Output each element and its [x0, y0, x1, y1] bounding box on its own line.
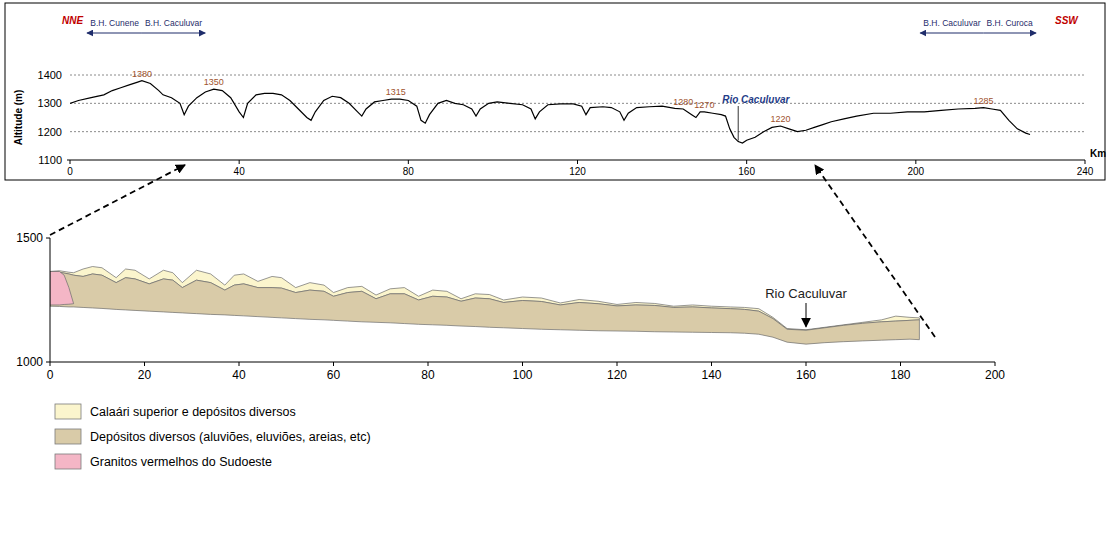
- basin-arrow: [984, 32, 1037, 33]
- grid-line: [70, 131, 1085, 132]
- axis-title: Km: [1090, 148, 1106, 159]
- tick-mark: [746, 160, 747, 164]
- layer: [50, 271, 919, 344]
- legend-label: Depósitos diversos (aluviões, eluviões, …: [90, 430, 371, 444]
- tick-label: 0: [67, 166, 73, 177]
- y-axis: [50, 238, 51, 362]
- grid-line: [70, 103, 1085, 104]
- peak-label: 1380: [132, 69, 152, 79]
- tick-label: 80: [421, 368, 435, 382]
- direction-label: SSW: [1055, 15, 1079, 26]
- tick-label: 40: [232, 368, 246, 382]
- tick-label: 1000: [16, 355, 43, 369]
- tick-mark: [1085, 160, 1086, 164]
- tick-label: 1300: [38, 97, 62, 109]
- basin-arrow: [87, 32, 142, 33]
- legend-swatch: [55, 404, 81, 419]
- tick-mark: [144, 362, 145, 366]
- plot-area: [70, 81, 1030, 143]
- legend-label: Granitos vermelhos do Sudoeste: [90, 455, 272, 469]
- peak-label: 1315: [386, 87, 406, 97]
- tick-label: 1200: [38, 126, 62, 138]
- tick-mark: [995, 362, 996, 366]
- river-leader: [738, 106, 739, 141]
- tick-mark: [46, 238, 50, 239]
- tick-label: 1500: [16, 231, 43, 245]
- tick-mark: [239, 160, 240, 164]
- elevation-profile: [70, 81, 1030, 143]
- tick-label: 240: [1077, 166, 1094, 177]
- tick-label: 180: [890, 368, 910, 382]
- basin-label: B.H. Cunene: [90, 18, 139, 28]
- grid-line: [70, 75, 1085, 76]
- tick-label: 1400: [38, 69, 62, 81]
- tick-label: 80: [403, 166, 415, 177]
- legend-swatch: [55, 429, 81, 444]
- legend-swatch: [55, 454, 81, 469]
- river-label: Rio Caculuvar: [722, 94, 790, 105]
- basin-arrow: [920, 32, 983, 33]
- tick-mark: [806, 362, 807, 366]
- axis-title: Altitude (m): [13, 90, 24, 146]
- tick-mark: [711, 362, 712, 366]
- river-arrow: [806, 303, 807, 327]
- peak-label: 1285: [973, 96, 993, 106]
- tick-label: 200: [985, 368, 1005, 382]
- tick-mark: [577, 160, 578, 164]
- tick-mark: [617, 362, 618, 366]
- tick-label: 0: [47, 368, 54, 382]
- tick-mark: [900, 362, 901, 366]
- tick-mark: [522, 362, 523, 366]
- basin-arrow: [142, 32, 205, 33]
- peak-label: 1350: [204, 77, 224, 87]
- tick-label: 120: [569, 166, 586, 177]
- tick-mark: [70, 160, 71, 164]
- tick-mark: [46, 362, 50, 363]
- frame: [5, 3, 1105, 180]
- tick-mark: [239, 362, 240, 366]
- tick-label: 160: [738, 166, 755, 177]
- tick-label: 100: [512, 368, 532, 382]
- tick-label: 140: [701, 368, 721, 382]
- tick-label: 160: [796, 368, 816, 382]
- tick-mark: [408, 160, 409, 164]
- tick-label: 120: [607, 368, 627, 382]
- peak-label: 1280: [673, 97, 693, 107]
- tick-label: 40: [234, 166, 246, 177]
- peak-label: 1220: [770, 114, 790, 124]
- connector-arrow: [815, 165, 935, 337]
- river-label: Rio Caculuvar: [765, 286, 847, 301]
- basin-label: B.H. Caculuvar: [923, 18, 980, 28]
- tick-label: 20: [138, 368, 152, 382]
- tick-mark: [428, 362, 429, 366]
- figure: 110012001300140004080120160200240Altitud…: [0, 0, 1110, 534]
- layer: [50, 271, 74, 304]
- plot-area: [50, 267, 919, 345]
- tick-label: 200: [907, 166, 924, 177]
- peak-label: 1270: [694, 100, 714, 110]
- tick-mark: [50, 362, 51, 366]
- tick-mark: [915, 160, 916, 164]
- direction-label: NNE: [62, 15, 83, 26]
- connector-arrow: [50, 165, 185, 235]
- tick-label: 60: [327, 368, 341, 382]
- tick-mark: [333, 362, 334, 366]
- basin-label: B.H. Curoca: [987, 18, 1034, 28]
- basin-label: B.H. Caculuvar: [145, 18, 202, 28]
- tick-label: 1100: [38, 154, 62, 166]
- legend-label: Calaári superior e depósitos diversos: [90, 405, 296, 419]
